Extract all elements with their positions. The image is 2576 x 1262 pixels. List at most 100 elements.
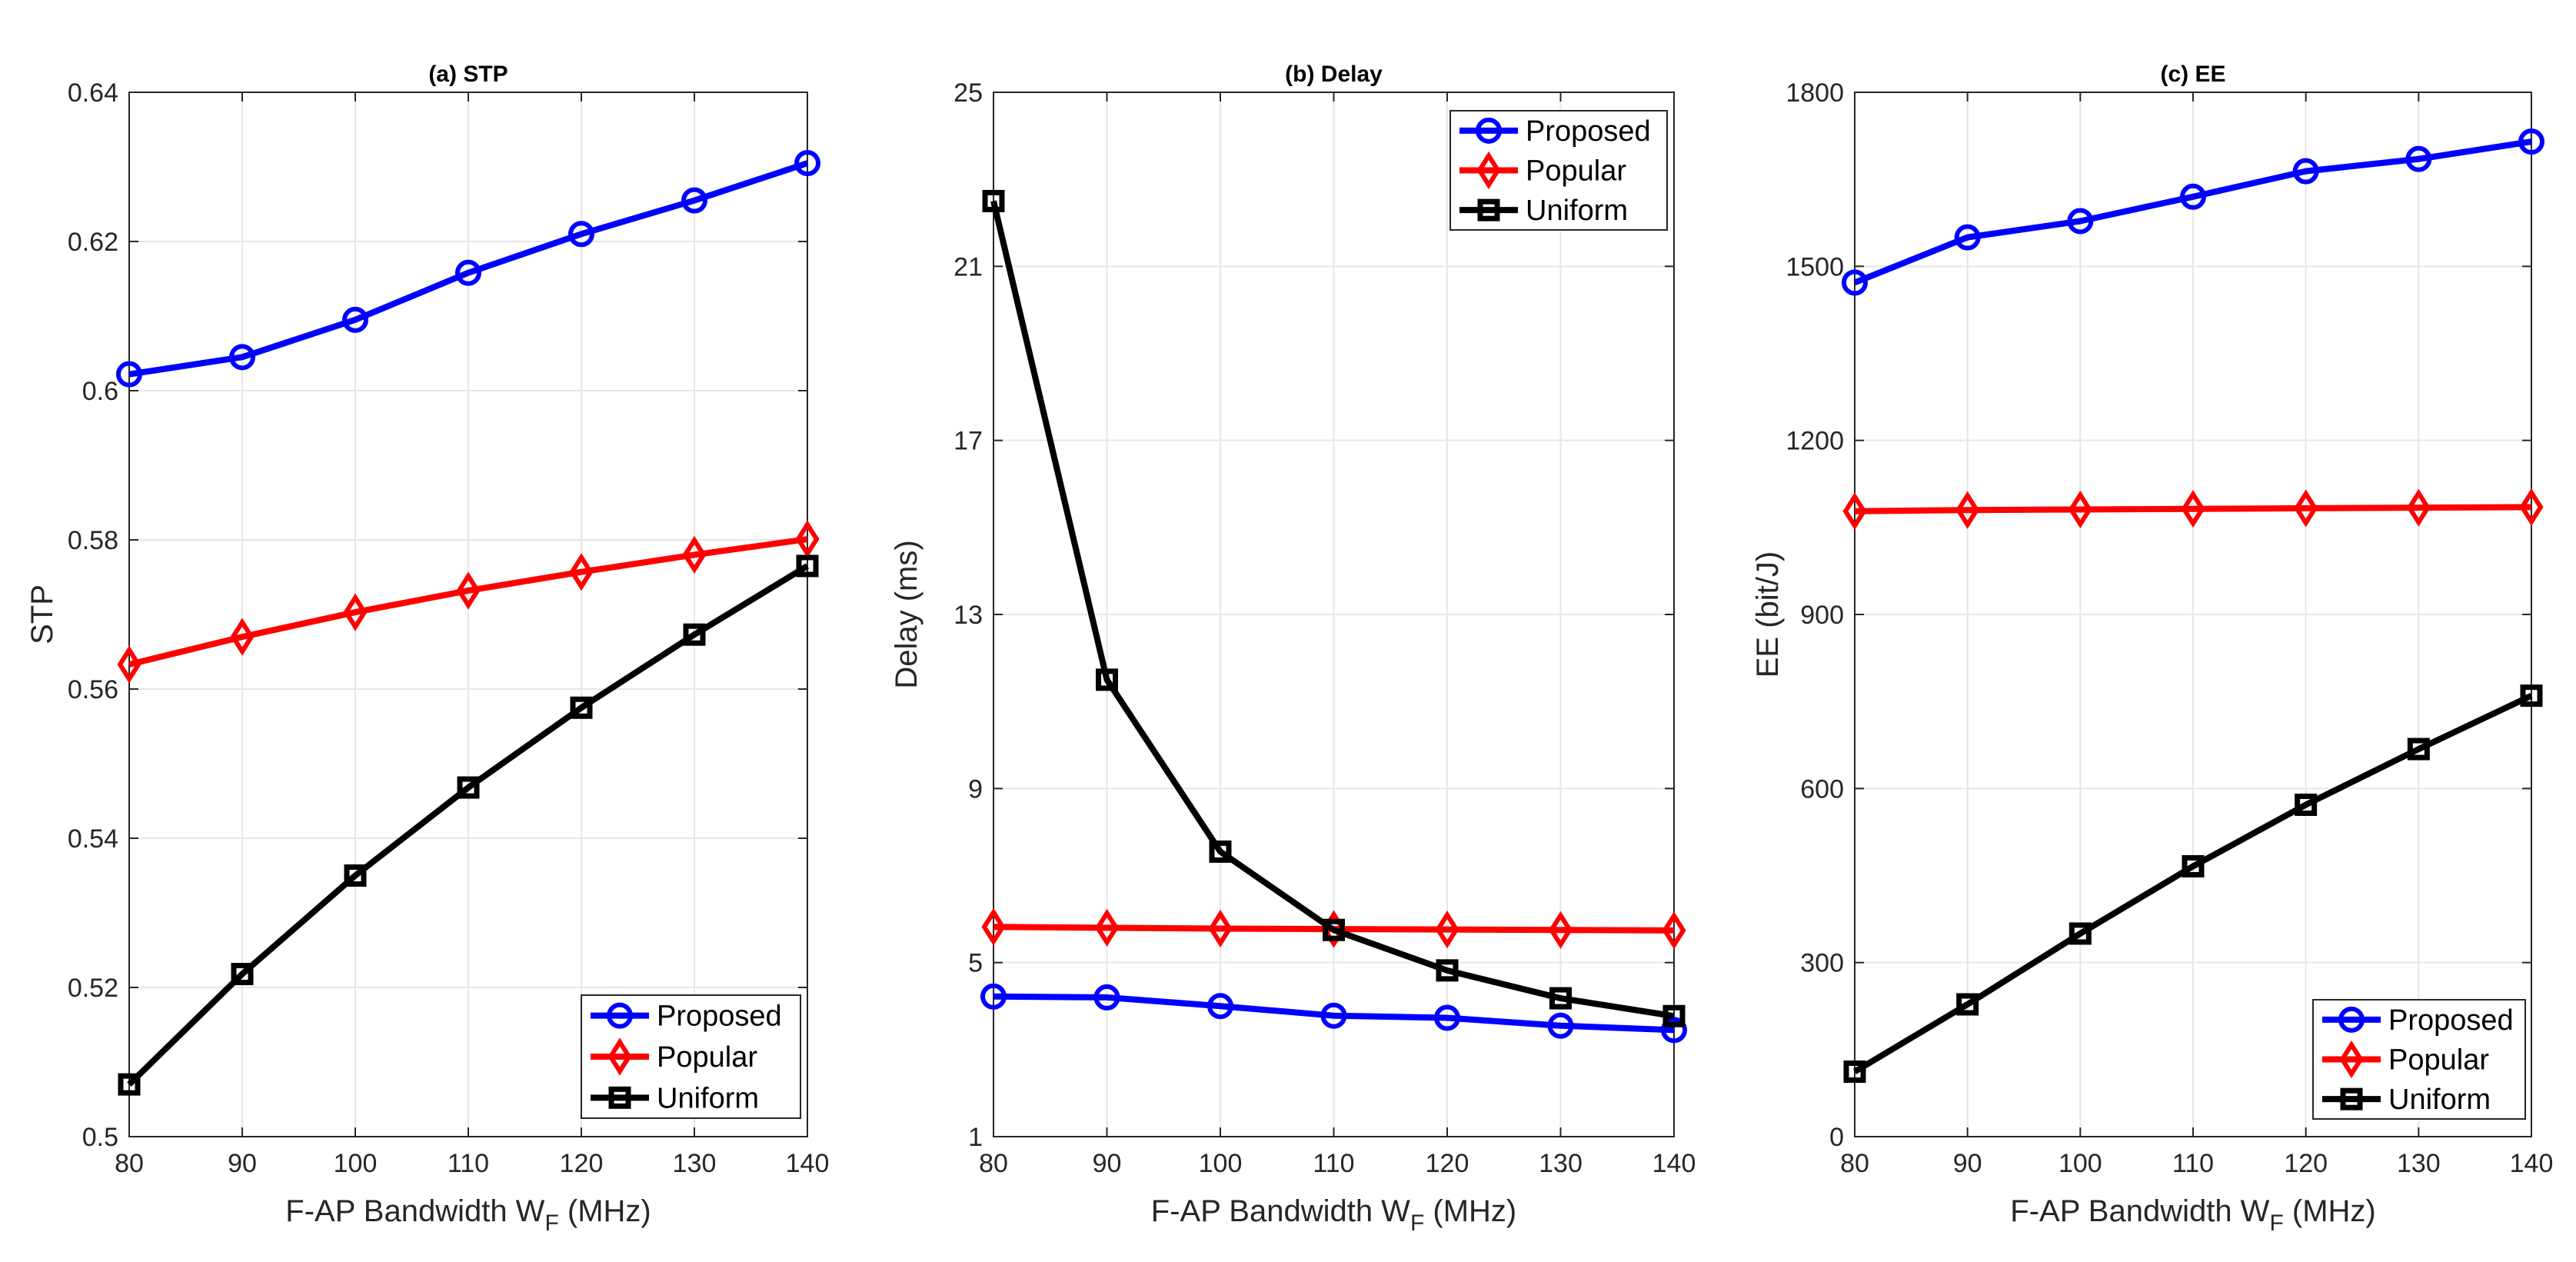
y-tick-label: 9 <box>968 774 983 804</box>
data-point-uniform <box>1436 959 1459 982</box>
x-tick-label: 80 <box>979 1149 1008 1178</box>
data-point-uniform <box>344 864 367 887</box>
legend-marker-proposed <box>1476 117 1502 144</box>
data-point-uniform <box>1096 668 1118 691</box>
chart-title: (a) STP <box>428 62 508 87</box>
series-line-proposed <box>993 993 1675 1034</box>
legend-marker-popular <box>2339 1040 2364 1079</box>
x-tick-label: 140 <box>786 1149 830 1178</box>
data-point-popular <box>2068 490 2092 529</box>
data-point-uniform <box>118 1073 141 1096</box>
data-point-proposed <box>2180 183 2206 210</box>
legend-label-proposed: Proposed <box>657 1001 782 1033</box>
legend-label-uniform: Uniform <box>657 1082 759 1114</box>
legend-marker-uniform <box>2340 1087 2363 1110</box>
legend-label-proposed: Proposed <box>1526 115 1651 148</box>
y-tick-label: 0.5 <box>82 1123 118 1152</box>
data-point-popular <box>1842 492 1867 531</box>
data-point-uniform <box>2407 738 2430 761</box>
legend-marker-proposed <box>607 1002 633 1029</box>
legend: Proposed Popular Uniform <box>1449 110 1668 231</box>
data-point-proposed <box>681 187 707 214</box>
data-point-uniform <box>2182 854 2205 877</box>
data-point-proposed <box>980 983 1007 1010</box>
x-axis-label: F-AP Bandwidth WF (MHz) <box>285 1194 651 1236</box>
data-point-proposed <box>455 259 481 286</box>
x-tick-label: 130 <box>673 1149 717 1178</box>
data-point-uniform <box>1662 1004 1686 1027</box>
x-tick-label: 140 <box>1652 1149 1696 1178</box>
data-point-uniform <box>1549 987 1572 1010</box>
y-tick-label: 0.64 <box>68 78 118 108</box>
data-point-proposed <box>2518 128 2544 155</box>
y-tick-label: 900 <box>1800 601 1844 630</box>
chart-panel-1: 80 90 100 110 120 130 140 0.5 0.52 0.54 0.56 0.58 0.… <box>25 62 829 1236</box>
legend: Proposed Popular Uniform <box>581 994 801 1119</box>
x-tick-label: 130 <box>1539 1149 1583 1178</box>
series-line-proposed <box>128 160 809 378</box>
data-point-uniform <box>683 623 706 646</box>
data-point-uniform <box>1209 840 1232 863</box>
data-point-popular <box>981 907 1006 946</box>
series-line-popular <box>1854 504 2532 514</box>
data-point-uniform <box>1323 918 1345 941</box>
y-tick-label: 17 <box>954 427 983 456</box>
data-point-popular <box>1094 908 1120 947</box>
y-tick-label: 1800 <box>1786 78 1844 108</box>
y-tick-label: 600 <box>1800 774 1844 804</box>
chart-panel-2: 80 90 100 110 120 130 140 1 5 9 13 17 21 25 (b) Delay F… <box>890 62 1696 1236</box>
legend-marker-proposed <box>2338 1006 2365 1033</box>
data-point-popular <box>1955 491 1980 529</box>
y-tick-label: 300 <box>1800 949 1844 978</box>
data-point-popular <box>343 593 368 631</box>
data-point-popular <box>682 535 707 574</box>
data-point-proposed <box>568 221 594 248</box>
x-tick-label: 120 <box>560 1149 604 1178</box>
data-point-proposed <box>1842 269 1868 296</box>
data-point-popular <box>2519 488 2544 527</box>
y-tick-label: 0.52 <box>68 974 118 1003</box>
data-point-uniform <box>570 696 593 719</box>
data-point-proposed <box>1207 993 1233 1020</box>
legend-marker-popular <box>1476 151 1501 190</box>
data-point-uniform <box>1843 1061 1866 1084</box>
data-point-proposed <box>116 361 142 388</box>
y-tick-label: 1 <box>968 1123 983 1152</box>
data-point-proposed <box>1547 1012 1574 1039</box>
data-point-popular <box>2406 488 2431 527</box>
x-tick-label: 110 <box>2172 1149 2214 1178</box>
y-tick-label: 25 <box>954 78 983 108</box>
y-tick-label: 0.56 <box>68 675 118 704</box>
data-point-proposed <box>342 306 368 333</box>
y-tick-label: 21 <box>954 252 983 281</box>
data-point-popular <box>1435 911 1459 949</box>
x-axis-label: F-AP Bandwidth WF (MHz) <box>1151 1194 1516 1236</box>
y-tick-label: 0.62 <box>68 228 118 257</box>
data-point-proposed <box>1954 224 1981 251</box>
y-tick-label: 0.54 <box>68 824 118 854</box>
legend-label-popular: Popular <box>657 1041 757 1074</box>
y-tick-label: 0.6 <box>82 377 118 406</box>
x-tick-label: 90 <box>1093 1149 1122 1178</box>
x-axis-label: F-AP Bandwidth WF (MHz) <box>2010 1194 2375 1236</box>
data-point-popular <box>117 645 141 684</box>
x-tick-label: 80 <box>115 1149 144 1178</box>
data-point-popular <box>795 520 820 558</box>
y-tick-label: 13 <box>954 601 983 630</box>
x-tick-label: 90 <box>228 1149 257 1178</box>
data-point-popular <box>1662 911 1686 950</box>
data-point-proposed <box>2405 145 2432 172</box>
data-point-uniform <box>231 963 254 986</box>
x-tick-label: 110 <box>448 1149 489 1178</box>
x-tick-label: 100 <box>334 1149 378 1178</box>
legend-label-proposed: Proposed <box>2388 1004 2514 1037</box>
legend-marker-uniform <box>1477 198 1500 221</box>
legend-label-uniform: Uniform <box>1526 195 1628 227</box>
series-line-proposed <box>1853 138 2532 286</box>
legend-label-popular: Popular <box>2388 1044 2489 1077</box>
data-point-uniform <box>457 776 480 799</box>
legend-marker-uniform <box>608 1086 631 1109</box>
data-point-proposed <box>1661 1017 1687 1044</box>
legend: Proposed Popular Uniform <box>2312 999 2526 1120</box>
